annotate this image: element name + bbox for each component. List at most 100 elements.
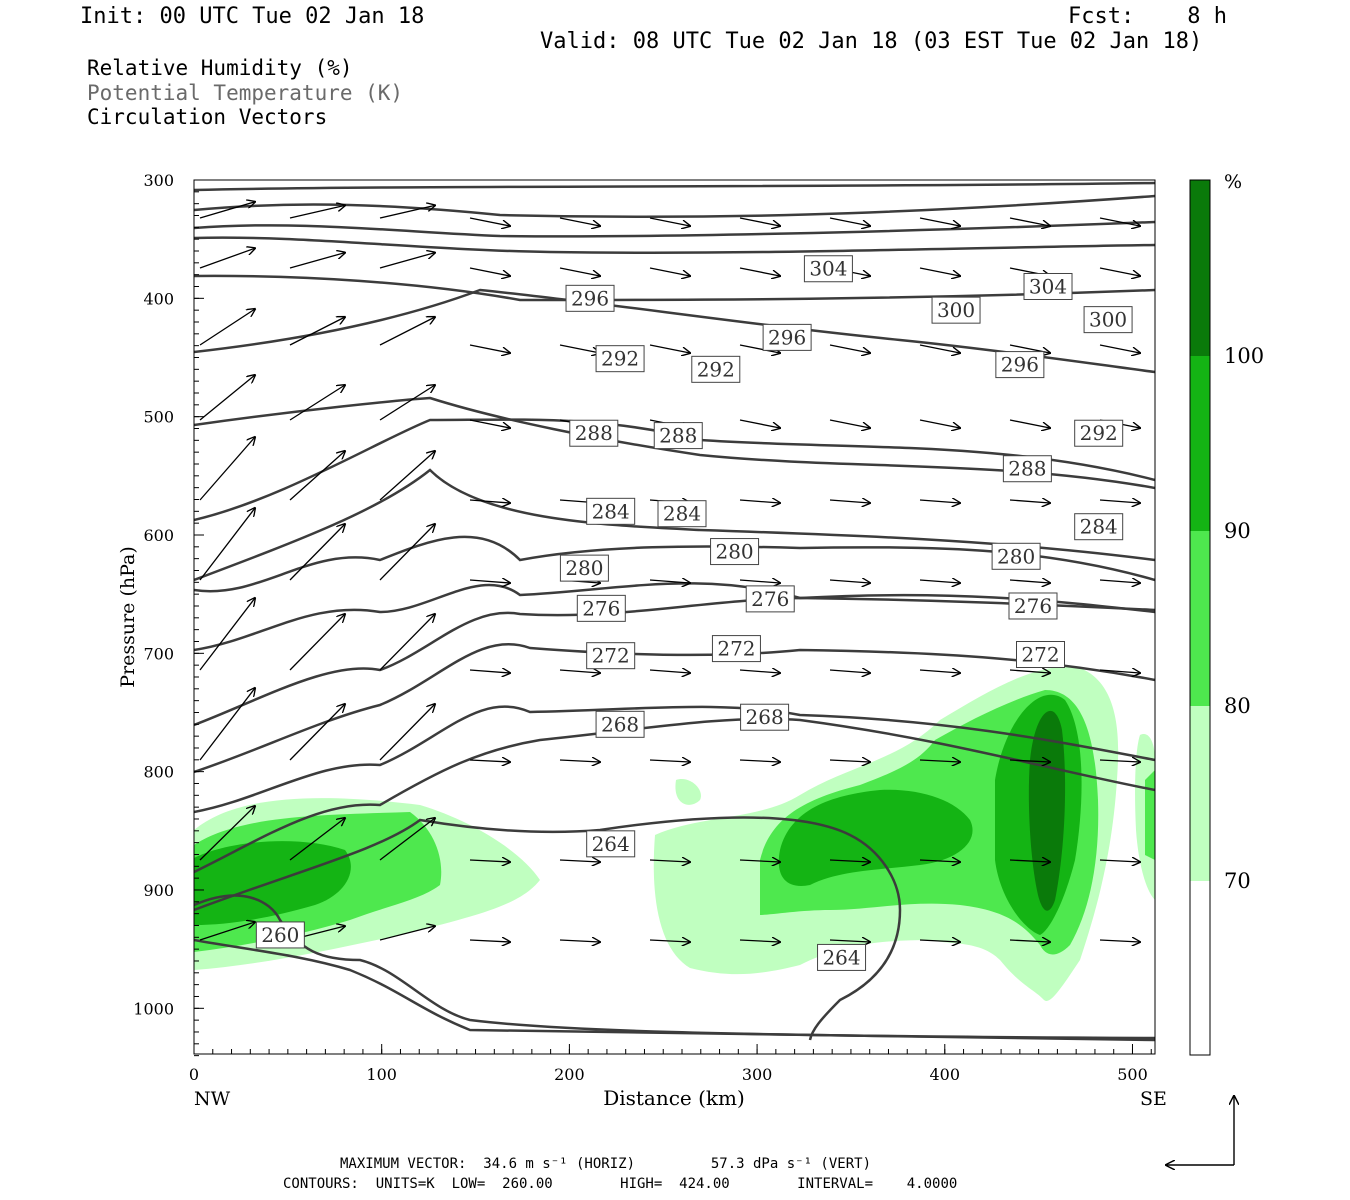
reference-vector	[1166, 1096, 1234, 1165]
contour-label: 260	[255, 921, 305, 949]
circulation-vector	[1099, 940, 1140, 942]
contour-label-box	[569, 419, 619, 447]
circulation-vector	[559, 344, 600, 353]
circulation-vector	[559, 940, 600, 942]
circulation-vector	[379, 253, 435, 269]
x-tick-label: 0	[189, 1065, 199, 1084]
circulation-vector	[289, 704, 345, 761]
circulation-vector	[289, 385, 345, 421]
circulation-vector	[379, 317, 435, 346]
circulation-vector	[919, 940, 960, 942]
contour-label-text: 304	[809, 257, 847, 281]
contour-label: 288	[1002, 455, 1052, 483]
y-tick-label: 600	[143, 526, 174, 545]
circulation-vector	[739, 267, 780, 276]
circulation-vector	[1009, 500, 1050, 503]
circulation-vector	[829, 344, 870, 353]
y-tick-label: 700	[143, 644, 174, 663]
colorbar-segment-above-100	[1190, 180, 1210, 356]
circulation-vectors	[199, 202, 1140, 942]
field-label-circulation-vectors: Circulation Vectors	[87, 105, 328, 129]
contour-label-text: 300	[937, 298, 975, 322]
circulation-vector	[289, 451, 345, 501]
circulation-vector	[919, 760, 960, 762]
contour-label-box	[1074, 419, 1124, 447]
contour-label-text: 296	[768, 325, 806, 349]
contour-label-text: 280	[565, 556, 603, 580]
theta-contour-line	[194, 274, 1155, 302]
contour-label-box	[255, 921, 305, 949]
plot-frame	[193, 179, 1156, 1055]
contour-label-box	[559, 554, 609, 582]
contour-label-box	[595, 710, 645, 738]
circulation-vector	[649, 670, 690, 673]
circulation-vector	[1099, 500, 1140, 503]
contour-label: 288	[653, 422, 703, 450]
contour-label: 288	[569, 419, 619, 447]
x-axis-right-end-label: SE	[1140, 1088, 1167, 1110]
y-tick-label: 300	[143, 171, 174, 190]
circulation-vector	[289, 253, 345, 269]
theta-contour-line	[194, 816, 902, 1041]
x-tick-label: 300	[742, 1065, 773, 1084]
theta-contour-line	[194, 717, 1155, 874]
circulation-vector	[559, 760, 600, 762]
contour-label-box	[586, 497, 636, 525]
circulation-vector	[199, 508, 255, 581]
circulation-vector	[289, 818, 345, 861]
rh-70-region	[675, 779, 701, 805]
y-axis-title: Pressure (hPa)	[117, 546, 139, 688]
contour-label: 300	[1083, 306, 1133, 334]
contour-label-text: 284	[663, 502, 701, 526]
contour-label-box	[1008, 592, 1058, 620]
colorbar-segment-80-90	[1190, 531, 1210, 706]
circulation-vector	[739, 670, 780, 673]
circulation-vector	[919, 500, 960, 503]
contour-label: 296	[762, 323, 812, 351]
circulation-vector	[739, 860, 780, 862]
contour-label-box	[657, 500, 707, 528]
circulation-vector	[199, 202, 255, 219]
theta-contour-line	[194, 642, 1155, 774]
contour-label-box	[586, 830, 636, 858]
contour-label: 300	[931, 296, 981, 324]
contour-label-text: 276	[582, 596, 620, 620]
circulation-vector	[1009, 419, 1050, 428]
colorbar-segment-below-70	[1190, 881, 1210, 1055]
contour-label-text: 264	[592, 832, 630, 856]
colorbar-level-100: 100	[1224, 344, 1264, 368]
circulation-vector	[379, 451, 435, 501]
circulation-vector	[199, 806, 255, 861]
circulation-vector	[469, 760, 510, 762]
contour-label-box	[740, 703, 790, 731]
rh-80-region	[1145, 770, 1155, 860]
contour-label: 292	[1074, 419, 1124, 447]
circulation-vector	[199, 437, 255, 501]
x-tick-label: 500	[1117, 1065, 1148, 1084]
circulation-vector	[559, 267, 600, 276]
theta-contour-line	[194, 194, 1155, 219]
circulation-vector	[1099, 860, 1140, 862]
theta-contour-line	[194, 236, 1155, 254]
circulation-vector	[649, 267, 690, 276]
circulation-vector	[559, 670, 600, 673]
contour-label: 292	[595, 345, 645, 373]
circulation-vector	[829, 580, 870, 583]
contour-label-box	[991, 542, 1041, 570]
contour-label-text: 288	[1008, 457, 1046, 481]
circulation-vector	[199, 598, 255, 671]
colorbar-level-80: 80	[1224, 694, 1251, 718]
theta-contour-line	[194, 938, 1155, 1042]
circulation-vector	[559, 860, 600, 862]
contour-label-box	[1083, 306, 1133, 334]
circulation-vector	[469, 500, 510, 503]
circulation-vector	[1099, 670, 1140, 673]
contour-label-text: 304	[1029, 274, 1067, 298]
circulation-vector	[1009, 860, 1050, 862]
circulation-vector	[829, 860, 870, 862]
contour-label-text: 284	[1080, 515, 1118, 539]
contour-label-box	[576, 594, 626, 622]
circulation-vector	[559, 217, 600, 226]
contour-label: 284	[1074, 513, 1124, 541]
circulation-vector	[469, 217, 510, 226]
